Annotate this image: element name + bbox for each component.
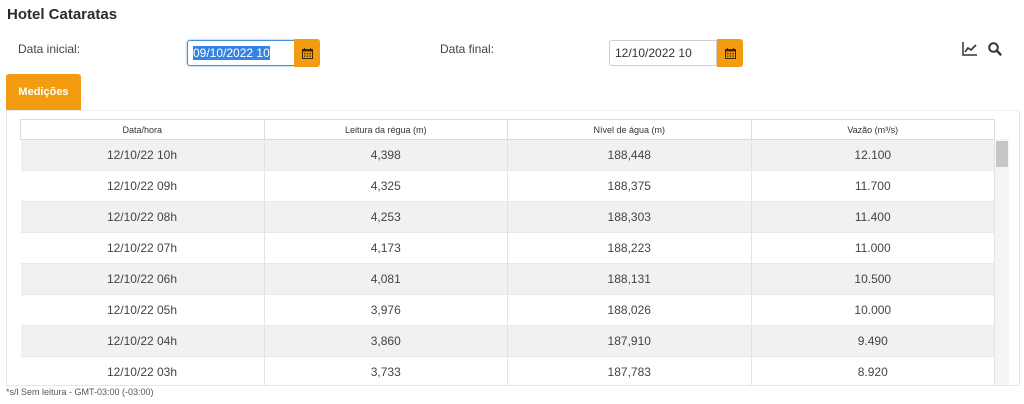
cell-ruler-reading: 4,325 bbox=[264, 170, 508, 202]
cell-datetime: 12/10/22 05h bbox=[20, 294, 265, 326]
scrollbar-thumb[interactable] bbox=[996, 141, 1008, 167]
cell-water-level: 188,026 bbox=[507, 294, 752, 326]
cell-flow: 8.920 bbox=[751, 356, 995, 385]
start-date-input[interactable]: 09/10/2022 10 bbox=[187, 40, 295, 66]
line-chart-icon[interactable] bbox=[962, 41, 978, 57]
table-scrollbar[interactable] bbox=[995, 139, 1009, 385]
cell-water-level: 188,303 bbox=[507, 201, 752, 233]
cell-water-level: 188,223 bbox=[507, 232, 752, 264]
cell-ruler-reading: 3,860 bbox=[264, 325, 508, 357]
measurements-panel: Data/hora Leitura da régua (m) Nível de … bbox=[6, 110, 1020, 386]
cell-datetime: 12/10/22 03h bbox=[20, 356, 265, 385]
tab-medicoes[interactable]: Medições bbox=[6, 74, 81, 110]
end-date-input[interactable]: 12/10/2022 10 bbox=[609, 40, 717, 66]
timezone-footnote: *s/l Sem leitura - GMT-03:00 (-03:00) bbox=[6, 387, 154, 397]
cell-datetime: 12/10/22 10h bbox=[20, 139, 265, 171]
start-date-label: Data inicial: bbox=[18, 42, 81, 56]
calendar-icon bbox=[301, 47, 313, 59]
cell-flow: 10.500 bbox=[751, 263, 995, 295]
table-row: 12/10/22 04h 3,860 187,910 9.490 bbox=[20, 325, 995, 357]
cell-flow: 9.490 bbox=[751, 325, 995, 357]
column-header-datetime[interactable]: Data/hora bbox=[20, 119, 265, 140]
table-row: 12/10/22 10h 4,398 188,448 12.100 bbox=[20, 139, 995, 171]
column-header-water-level[interactable]: Nível de água (m) bbox=[507, 119, 752, 140]
cell-flow: 11.400 bbox=[751, 201, 995, 233]
measurements-table: Data/hora Leitura da régua (m) Nível de … bbox=[20, 119, 995, 385]
cell-datetime: 12/10/22 08h bbox=[20, 201, 265, 233]
cell-water-level: 188,448 bbox=[507, 139, 752, 171]
table-row: 12/10/22 03h 3,733 187,783 8.920 bbox=[20, 356, 995, 385]
cell-water-level: 188,375 bbox=[507, 170, 752, 202]
cell-flow: 12.100 bbox=[751, 139, 995, 171]
measurements-table-container: Data/hora Leitura da régua (m) Nível de … bbox=[20, 119, 1008, 385]
cell-datetime: 12/10/22 04h bbox=[20, 325, 265, 357]
table-row: 12/10/22 07h 4,173 188,223 11.000 bbox=[20, 232, 995, 264]
cell-ruler-reading: 4,081 bbox=[264, 263, 508, 295]
calendar-icon bbox=[724, 47, 736, 59]
cell-flow: 10.000 bbox=[751, 294, 995, 326]
table-header-row: Data/hora Leitura da régua (m) Nível de … bbox=[20, 119, 995, 140]
table-row: 12/10/22 06h 4,081 188,131 10.500 bbox=[20, 263, 995, 295]
cell-water-level: 187,910 bbox=[507, 325, 752, 357]
cell-ruler-reading: 4,173 bbox=[264, 232, 508, 264]
column-header-ruler-reading[interactable]: Leitura da régua (m) bbox=[263, 119, 508, 140]
column-header-flow[interactable]: Vazão (m³/s) bbox=[750, 119, 995, 140]
page-title: Hotel Cataratas bbox=[7, 6, 118, 23]
cell-datetime: 12/10/22 09h bbox=[20, 170, 265, 202]
cell-datetime: 12/10/22 06h bbox=[20, 263, 265, 295]
cell-water-level: 188,131 bbox=[507, 263, 752, 295]
cell-flow: 11.700 bbox=[751, 170, 995, 202]
start-date-calendar-button[interactable] bbox=[294, 39, 320, 67]
cell-ruler-reading: 3,733 bbox=[264, 356, 508, 385]
cell-ruler-reading: 4,253 bbox=[264, 201, 508, 233]
end-date-calendar-button[interactable] bbox=[717, 39, 743, 67]
cell-flow: 11.000 bbox=[751, 232, 995, 264]
end-date-value: 12/10/2022 10 bbox=[615, 46, 692, 60]
cell-datetime: 12/10/22 07h bbox=[20, 232, 265, 264]
table-row: 12/10/22 09h 4,325 188,375 11.700 bbox=[20, 170, 995, 202]
search-icon[interactable] bbox=[987, 41, 1003, 57]
table-row: 12/10/22 05h 3,976 188,026 10.000 bbox=[20, 294, 995, 326]
cell-water-level: 187,783 bbox=[507, 356, 752, 385]
end-date-label: Data final: bbox=[440, 42, 495, 56]
table-row: 12/10/22 08h 4,253 188,303 11.400 bbox=[20, 201, 995, 233]
cell-ruler-reading: 4,398 bbox=[264, 139, 508, 171]
cell-ruler-reading: 3,976 bbox=[264, 294, 508, 326]
start-date-value: 09/10/2022 10 bbox=[193, 46, 270, 60]
